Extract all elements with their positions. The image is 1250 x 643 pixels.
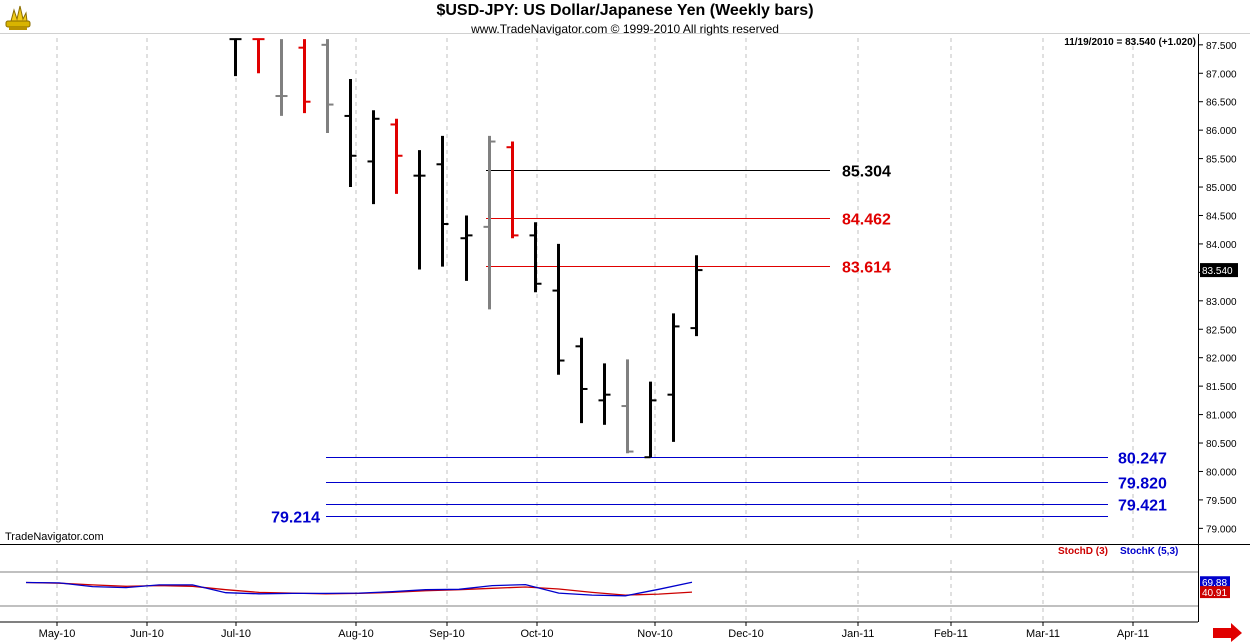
ohlc-bar	[506, 141, 519, 239]
price-tick-label: 82.500	[1206, 325, 1237, 336]
stoch-series-line	[25, 581, 693, 597]
stoch-last-label: 69.88	[1202, 578, 1227, 589]
chart-title: $USD-JPY: US Dollar/Japanese Yen (Weekly…	[436, 2, 814, 19]
price-tick-label: 83.000	[1206, 297, 1237, 308]
price-axis: 87.500 87.000 86.500 86.000 85.500 85.000 84.5…	[1198, 41, 1238, 535]
date-tick-label: Dec-10	[728, 628, 763, 640]
ohlc-bar	[229, 38, 242, 77]
date-tick-label: Jan-11	[842, 628, 875, 640]
stoch-last-label: 40.91	[1202, 588, 1227, 599]
last-price-box	[1200, 263, 1238, 278]
tradenavigator-logo	[5, 5, 31, 30]
date-tick-label: Aug-10	[338, 628, 373, 640]
ohlc-bar	[483, 135, 496, 310]
ohlc-bars	[229, 38, 703, 459]
price-tick-label: 79.500	[1206, 496, 1237, 507]
ohlc-bar	[667, 313, 680, 442]
level-label: 79.214	[271, 510, 320, 527]
watermark: TradeNavigator.com	[5, 531, 104, 543]
grid-lines	[56, 38, 1134, 620]
date-tick-label: Sep-10	[429, 628, 464, 640]
ohlc-bar	[321, 39, 334, 133]
ohlc-bar	[644, 381, 657, 459]
support-resistance-levels: 85.304 84.462 83.614 80.247 79.820 79.421 79.2…	[271, 164, 1167, 527]
ohlc-bar	[552, 243, 565, 375]
date-tick-label: Nov-10	[637, 628, 672, 640]
ohlc-bar	[367, 110, 380, 205]
price-tick-label: 84.500	[1206, 211, 1237, 222]
price-tick-label: 80.500	[1206, 439, 1237, 450]
date-axis: May-10 Jun-10 Jul-10 Aug-10 Sep-10 Oct-10 Nov-…	[0, 621, 1198, 640]
level-label: 83.614	[842, 260, 891, 277]
ohlc-bar	[621, 359, 634, 454]
price-tick-label: 79.000	[1206, 524, 1237, 535]
scroll-right-arrow[interactable]	[1213, 623, 1242, 642]
level-label: 85.304	[842, 164, 891, 181]
ohlc-bar	[575, 337, 588, 424]
date-tick-label: Feb-11	[934, 628, 968, 640]
price-tick-label: 87.000	[1206, 69, 1237, 80]
price-tick-label: 86.500	[1206, 98, 1237, 109]
ohlc-bar	[413, 150, 426, 270]
ohlc-bar	[436, 135, 449, 267]
date-tick-label: Apr-11	[1117, 628, 1149, 640]
ohlc-bar	[252, 38, 265, 74]
level-label: 79.421	[1118, 498, 1167, 515]
date-tick-label: Jul-10	[221, 628, 251, 640]
chart-subtitle: www.TradeNavigator.com © 1999-2010 All r…	[471, 22, 779, 36]
price-tick-label: 85.000	[1206, 183, 1237, 194]
ohlc-bar	[529, 222, 542, 293]
last-price-label: 83.540	[1202, 266, 1233, 277]
price-tick-label: 81.000	[1206, 411, 1237, 422]
ohlc-bar	[390, 118, 403, 194]
price-tick-label: 80.000	[1206, 467, 1237, 478]
level-label: 84.462	[842, 212, 891, 229]
ohlc-bar	[460, 215, 473, 281]
stoch-last-box	[1200, 576, 1230, 589]
ohlc-bar	[275, 39, 288, 116]
level-label: 79.820	[1118, 476, 1167, 493]
price-tick-label: 82.000	[1206, 354, 1237, 365]
chart-frame	[0, 33, 1250, 622]
price-tick-label: 86.000	[1206, 126, 1237, 137]
date-tick-label: May-10	[39, 628, 76, 640]
price-tick-label: 81.500	[1206, 382, 1237, 393]
stoch-legend-k: StochK (5,3)	[1120, 546, 1178, 557]
ohlc-bar	[690, 255, 703, 337]
stoch-last-box	[1200, 586, 1230, 599]
price-tick-label: 85.500	[1206, 155, 1237, 166]
stoch-legend-d: StochD (3)	[1058, 546, 1108, 557]
level-label: 80.247	[1118, 451, 1167, 468]
date-tick-label: Mar-11	[1026, 628, 1060, 640]
info-line: 11/19/2010 = 83.540 (+1.020)	[1064, 37, 1196, 48]
date-tick-label: Oct-10	[520, 628, 553, 640]
ohlc-bar	[598, 363, 611, 425]
date-tick-label: Jun-10	[130, 628, 164, 640]
ohlc-bar	[298, 39, 311, 114]
ohlc-bar	[344, 78, 357, 188]
price-tick-label: 87.500	[1206, 41, 1237, 52]
price-tick-label: 84.000	[1206, 240, 1237, 251]
